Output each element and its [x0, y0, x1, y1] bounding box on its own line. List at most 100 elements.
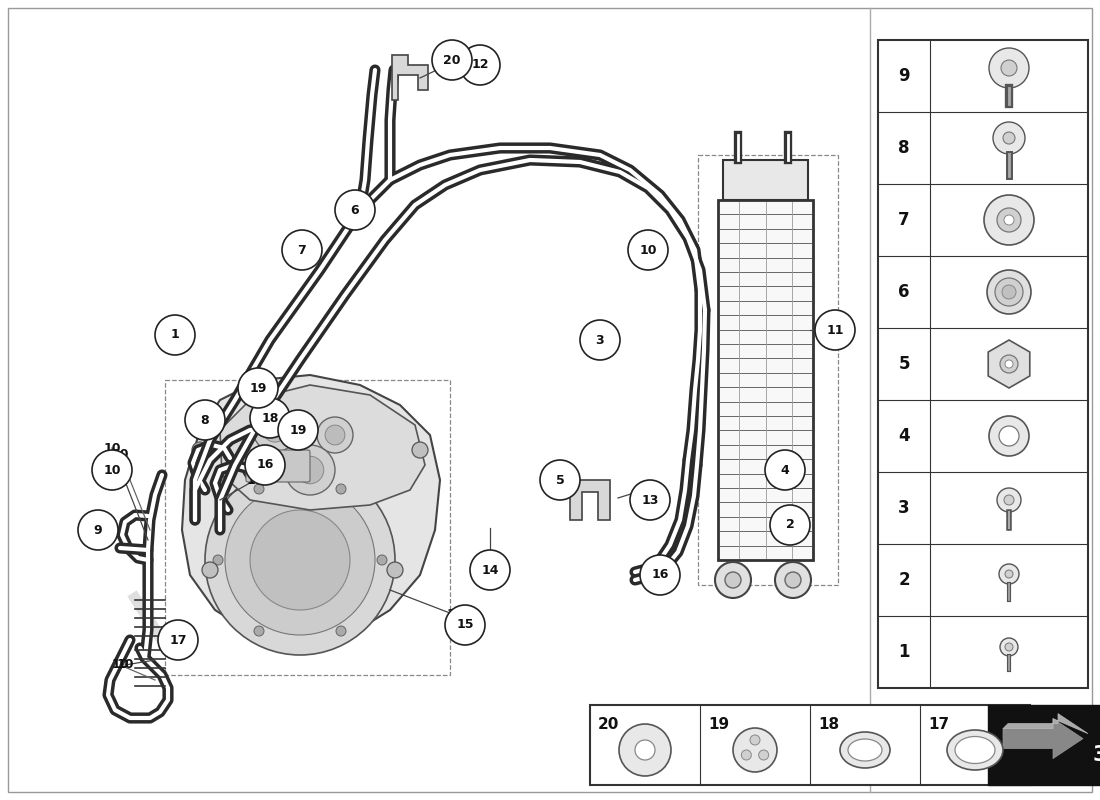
Circle shape	[628, 230, 668, 270]
Ellipse shape	[955, 737, 996, 763]
Circle shape	[1000, 638, 1018, 656]
Circle shape	[770, 505, 810, 545]
Text: 14: 14	[482, 551, 498, 565]
Polygon shape	[1003, 714, 1088, 734]
Circle shape	[540, 460, 580, 500]
Bar	[165, 380, 450, 675]
Circle shape	[776, 562, 811, 598]
FancyBboxPatch shape	[246, 450, 310, 482]
Text: 9: 9	[94, 523, 102, 537]
Text: 18: 18	[262, 411, 278, 425]
Circle shape	[759, 750, 769, 760]
Text: ST: ST	[272, 461, 284, 471]
Circle shape	[993, 122, 1025, 154]
Text: 7: 7	[899, 211, 910, 229]
Circle shape	[999, 426, 1019, 446]
Text: 10: 10	[103, 463, 121, 477]
Circle shape	[432, 40, 472, 80]
Circle shape	[377, 555, 387, 565]
Text: 16: 16	[256, 458, 274, 471]
Circle shape	[725, 572, 741, 588]
Circle shape	[387, 562, 403, 578]
Circle shape	[750, 735, 760, 745]
Text: 10: 10	[111, 658, 129, 671]
Circle shape	[989, 416, 1028, 456]
Text: 10: 10	[103, 442, 121, 454]
Text: 16: 16	[246, 474, 264, 486]
Bar	[723, 160, 808, 200]
Circle shape	[984, 195, 1034, 245]
Circle shape	[1002, 285, 1016, 299]
Circle shape	[733, 728, 777, 772]
Circle shape	[997, 488, 1021, 512]
Polygon shape	[182, 375, 440, 645]
Text: 2: 2	[899, 571, 910, 589]
Circle shape	[764, 450, 805, 490]
Text: 7: 7	[298, 243, 307, 257]
Text: 17: 17	[169, 634, 187, 646]
Circle shape	[635, 740, 654, 760]
Circle shape	[460, 45, 500, 85]
Ellipse shape	[848, 739, 882, 761]
Circle shape	[1000, 355, 1018, 373]
Circle shape	[250, 510, 350, 610]
Circle shape	[202, 562, 218, 578]
Bar	[698, 155, 838, 585]
Polygon shape	[570, 480, 611, 520]
Text: 5: 5	[899, 355, 910, 373]
Circle shape	[158, 620, 198, 660]
Circle shape	[412, 442, 428, 458]
Text: 12: 12	[471, 58, 488, 71]
Bar	[988, 705, 1100, 785]
Circle shape	[245, 445, 285, 485]
Text: 14: 14	[482, 563, 498, 577]
Circle shape	[619, 724, 671, 776]
Text: 5: 5	[556, 474, 564, 486]
Text: 16: 16	[651, 569, 669, 582]
Text: 8: 8	[200, 414, 209, 426]
Circle shape	[996, 278, 1023, 306]
Text: 15: 15	[447, 609, 464, 622]
Bar	[878, 40, 1088, 688]
Circle shape	[278, 410, 318, 450]
Circle shape	[785, 572, 801, 588]
Circle shape	[640, 555, 680, 595]
Text: 1: 1	[899, 643, 910, 661]
Circle shape	[715, 562, 751, 598]
Text: 12: 12	[460, 49, 476, 62]
Circle shape	[253, 408, 297, 452]
Text: 2: 2	[785, 518, 794, 531]
Circle shape	[336, 484, 346, 494]
Circle shape	[1001, 60, 1018, 76]
Circle shape	[987, 270, 1031, 314]
Text: 4: 4	[899, 427, 910, 445]
Text: 15: 15	[456, 618, 474, 631]
Circle shape	[250, 398, 290, 438]
Text: 6: 6	[899, 283, 910, 301]
Circle shape	[317, 417, 353, 453]
Text: 11: 11	[834, 323, 850, 337]
Circle shape	[78, 510, 118, 550]
Polygon shape	[1003, 718, 1084, 758]
Circle shape	[254, 626, 264, 636]
Circle shape	[213, 555, 223, 565]
Circle shape	[263, 418, 287, 442]
Circle shape	[741, 750, 751, 760]
Circle shape	[282, 230, 322, 270]
Polygon shape	[220, 385, 425, 510]
Text: 11: 11	[834, 323, 850, 337]
Circle shape	[1004, 215, 1014, 225]
Text: 10: 10	[117, 658, 134, 671]
Circle shape	[296, 456, 323, 484]
Polygon shape	[988, 340, 1030, 388]
Text: 20: 20	[598, 717, 619, 732]
Circle shape	[999, 564, 1019, 584]
Circle shape	[226, 485, 375, 635]
Circle shape	[336, 626, 346, 636]
Text: 13: 13	[641, 482, 659, 494]
Text: 8: 8	[899, 139, 910, 157]
Text: 3: 3	[899, 499, 910, 517]
Text: 20: 20	[443, 54, 461, 66]
Circle shape	[580, 320, 620, 360]
Circle shape	[815, 310, 855, 350]
